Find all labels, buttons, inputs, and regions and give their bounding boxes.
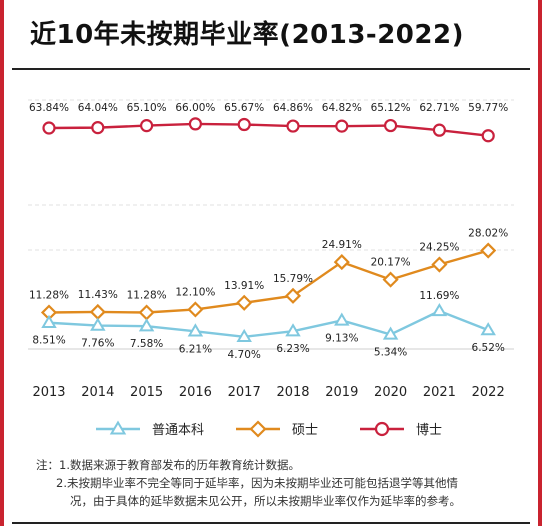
undergrad-point-2022 — [480, 322, 496, 336]
x-tick-label-2020: 2020 — [374, 385, 407, 400]
line-chart: 63.84% 64.04% 65.10% 66.00% 65.67% 64.86% 64.8… — [28, 99, 514, 438]
undergrad-series-line — [48, 309, 489, 339]
master-point-2018 — [284, 287, 302, 304]
master-data-label-2020: 20.17% — [371, 257, 411, 269]
x-tick-label-2022: 2022 — [472, 385, 505, 400]
phd-point-2021 — [432, 123, 446, 137]
undergrad-legend-marker — [109, 420, 127, 435]
master-data-label-2016: 12.10% — [175, 286, 215, 298]
undergrad-point-2018 — [285, 323, 301, 337]
phd-data-label-2016: 66.00% — [175, 102, 215, 114]
master-point-2020 — [382, 271, 399, 288]
undergrad-data-label-2017: 4.70% — [228, 349, 261, 361]
phd-data-label-2017: 65.67% — [224, 102, 264, 114]
bottom-divider — [12, 522, 530, 524]
undergrad-point-2015 — [138, 318, 155, 332]
master-point-2015 — [138, 304, 155, 321]
phd-data-label-2013: 63.84% — [29, 102, 69, 114]
phd-legend-label: 博士 — [416, 423, 442, 438]
footnote-2-continued: 况，由于具体的延毕数据未见公开，所以未按期毕业率仅作为延毕率的参考。 — [70, 494, 461, 508]
undergrad-point-2016 — [187, 323, 204, 337]
master-data-label-2022: 28.02% — [468, 228, 508, 240]
phd-data-label-2014: 64.04% — [78, 102, 118, 114]
phd-data-label-2019: 64.82% — [322, 102, 362, 114]
undergrad-data-label-2019: 9.13% — [325, 332, 358, 344]
master-point-2014 — [89, 303, 106, 321]
x-tick-label-2013: 2013 — [32, 385, 65, 400]
phd-point-2022 — [481, 129, 495, 143]
undergrad-data-label-2018: 6.23% — [276, 343, 309, 355]
title-divider — [12, 68, 530, 70]
undergrad-data-label-2014: 7.76% — [81, 338, 114, 350]
master-point-2019 — [333, 254, 350, 271]
undergrad-data-label-2020: 5.34% — [374, 346, 407, 358]
phd-point-2020 — [384, 118, 398, 133]
undergrad-point-2014 — [90, 317, 106, 331]
undergrad-point-2013 — [41, 314, 57, 328]
undergrad-point-2017 — [236, 328, 252, 343]
footnote-1: 注：1.数据来源于教育部发布的历年教育统计数据。 — [36, 458, 300, 472]
phd-series-line — [48, 122, 489, 137]
undergrad-data-label-2021: 11.69% — [419, 290, 459, 302]
phd-legend-marker — [374, 421, 390, 437]
master-point-2021 — [431, 256, 448, 273]
phd-data-label-2015: 65.10% — [127, 102, 167, 114]
master-data-label-2017: 13.91% — [224, 280, 264, 292]
master-data-label-2021: 24.25% — [419, 242, 459, 254]
undergrad-data-label-2016: 6.21% — [179, 343, 212, 355]
phd-data-label-2022: 59.77% — [468, 102, 508, 114]
undergrad-legend-label: 普通本科 — [152, 423, 204, 438]
master-point-2022 — [480, 242, 497, 259]
right-frame-border — [538, 0, 542, 526]
footnotes: 注：1.数据来源于教育部发布的历年教育统计数据。 2.未按期毕业率不完全等同于延… — [36, 456, 526, 510]
x-tick-label-2021: 2021 — [423, 385, 456, 400]
master-point-2016 — [187, 301, 204, 318]
phd-point-2014 — [91, 121, 105, 135]
master-series-line — [48, 249, 489, 314]
x-tick-label-2019: 2019 — [325, 385, 358, 400]
footnote-2: 2.未按期毕业率不完全等同于延毕率，因为未按期毕业还可能包括退学等其他情 — [56, 476, 458, 490]
phd-data-label-2021: 62.71% — [419, 102, 459, 114]
x-tick-label-2014: 2014 — [81, 385, 114, 400]
x-tick-label-2016: 2016 — [179, 385, 212, 400]
master-legend-label: 硕士 — [292, 423, 318, 438]
phd-data-label-2020: 65.12% — [371, 102, 411, 114]
master-data-label-2013: 11.28% — [29, 290, 69, 302]
phd-point-2019 — [335, 119, 349, 133]
phd-point-2013 — [42, 121, 56, 135]
undergrad-data-label-2013: 8.51% — [32, 335, 65, 347]
master-data-label-2019: 24.91% — [322, 239, 362, 251]
x-tick-label-2015: 2015 — [130, 385, 163, 400]
undergrad-point-2019 — [334, 312, 350, 326]
phd-point-2018 — [286, 119, 300, 133]
master-point-2017 — [236, 294, 253, 311]
master-data-label-2015: 11.28% — [127, 290, 167, 302]
left-frame-border — [0, 0, 4, 526]
undergrad-data-label-2015: 7.58% — [130, 338, 163, 350]
master-data-label-2018: 15.79% — [273, 273, 313, 285]
undergrad-point-2021 — [431, 303, 448, 317]
phd-point-2016 — [188, 117, 202, 131]
undergrad-data-label-2022: 6.52% — [472, 342, 505, 354]
phd-data-label-2018: 64.86% — [273, 102, 313, 114]
phd-point-2015 — [140, 119, 154, 133]
phd-point-2017 — [237, 117, 251, 132]
undergrad-point-2020 — [382, 326, 399, 340]
x-tick-label-2018: 2018 — [276, 385, 309, 400]
x-tick-label-2017: 2017 — [228, 385, 261, 400]
master-data-label-2014: 11.43% — [78, 289, 118, 301]
chart-title: 近10年未按期毕业率(2013-2022) — [30, 20, 464, 50]
master-legend-marker — [249, 420, 267, 438]
